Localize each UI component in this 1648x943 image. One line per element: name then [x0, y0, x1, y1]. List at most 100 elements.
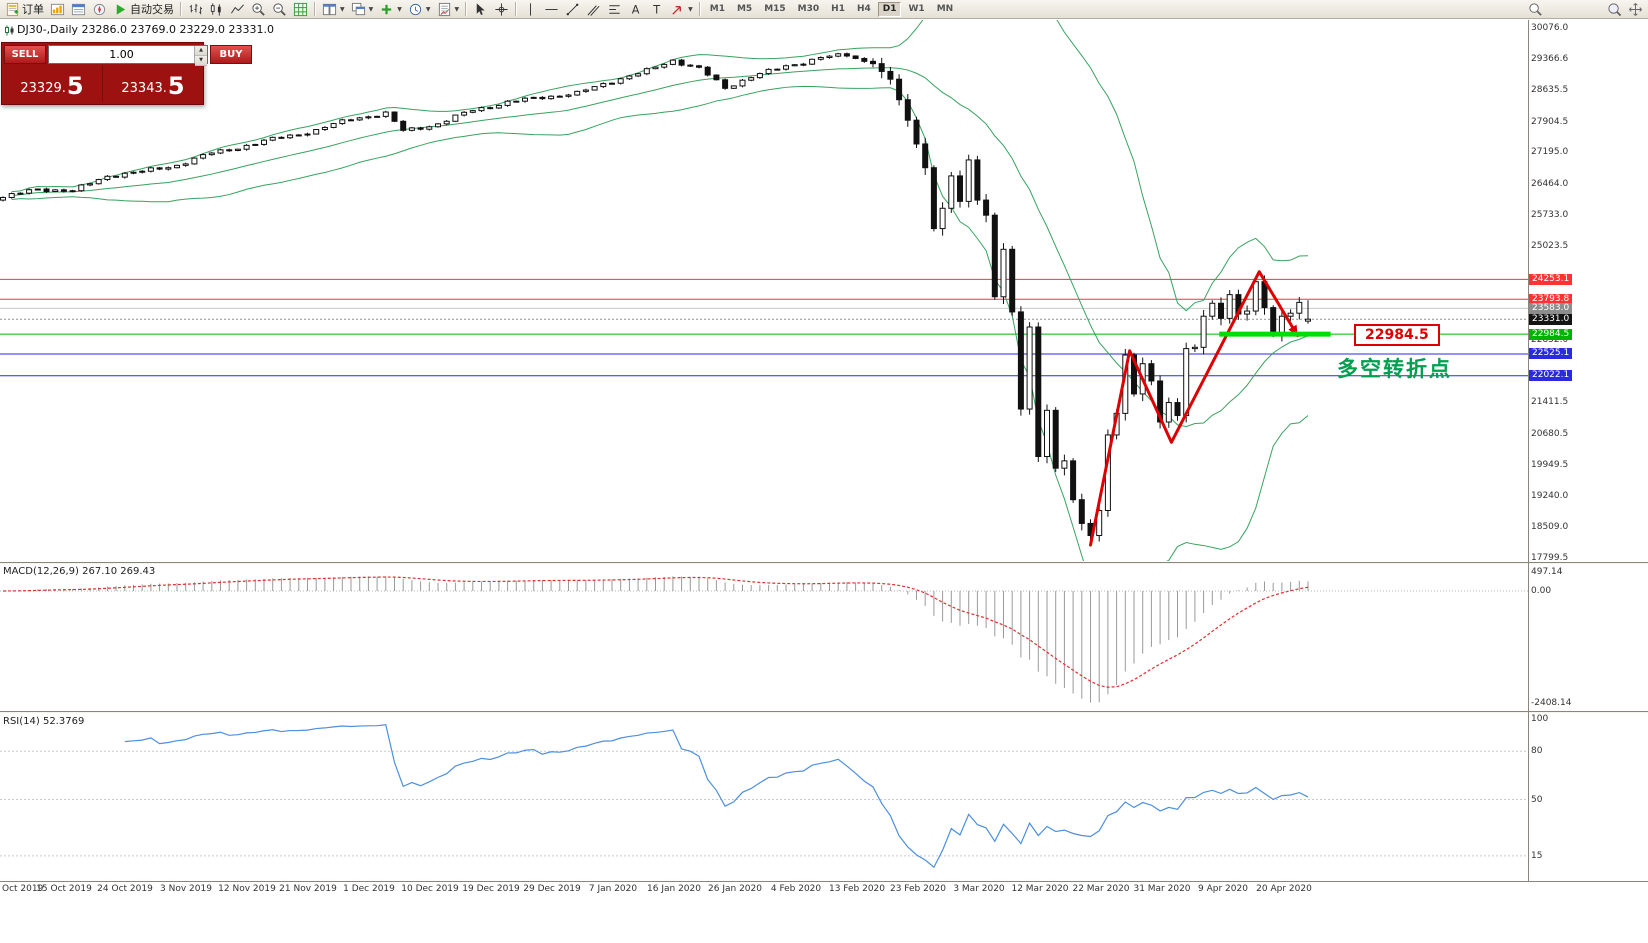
vertical-line-icon [530, 2, 532, 16]
market-watch-icon [71, 3, 86, 15]
template-button[interactable]: ▼ [434, 1, 463, 18]
main-toolbar: 订单 自动交易 ▼ ▼ ▼ ▼ ▼ A T ▼ M1 [0, 0, 1648, 19]
clock-icon [409, 3, 421, 15]
dropdown-caret-icon: ▼ [688, 5, 693, 13]
dropdown-caret-icon: ▼ [425, 5, 431, 13]
cascade-windows-icon [351, 2, 365, 15]
navigator-icon [93, 3, 106, 15]
rsi-indicator-label: RSI(14) 52.3769 [3, 716, 85, 727]
tile-windows-icon [322, 3, 337, 15]
dropdown-caret-icon: ▼ [454, 5, 460, 13]
new-order-button[interactable]: 订单 [2, 1, 47, 18]
navigator-button[interactable] [89, 1, 110, 18]
line-chart-mode-button[interactable] [227, 1, 248, 18]
zoom-in-icon [252, 2, 265, 16]
support-price-tag[interactable]: 22984.5 [1354, 324, 1440, 346]
bar-chart-mode-button[interactable] [185, 1, 206, 18]
horizontal-levels-layer[interactable] [0, 278, 1528, 377]
arrow-shape-icon [672, 5, 682, 15]
cascade-windows-button[interactable]: ▼ [348, 1, 377, 18]
dropdown-caret-icon: ▼ [340, 5, 345, 13]
cursor-tool-button[interactable] [470, 1, 491, 18]
sell-price-pip: 5 [66, 72, 84, 100]
period-button[interactable]: ▼ [405, 1, 434, 18]
search-button[interactable] [1525, 1, 1546, 18]
buy-button[interactable]: BUY [210, 45, 252, 64]
line-chart-icon [231, 3, 244, 14]
pan-button[interactable] [1625, 1, 1646, 18]
sell-price[interactable]: 23329. 5 [2, 65, 102, 102]
zoom-search-button[interactable] [1604, 1, 1625, 18]
svg-text:T: T [652, 3, 660, 16]
candlestick-icon [210, 2, 221, 16]
volume-up-button[interactable]: ▲ [195, 46, 207, 56]
new-chart-icon [50, 3, 65, 15]
sell-price-main: 23329. [20, 81, 66, 96]
vertical-line-tool-button[interactable] [520, 1, 541, 18]
zoom-out-button[interactable] [269, 1, 290, 18]
trendline-tool-button[interactable] [562, 1, 583, 18]
bollinger-bands-layer [11, 20, 1309, 561]
dropdown-caret-icon: ▼ [368, 5, 374, 13]
turning-point-annotation: 多空转折点 [1337, 357, 1452, 381]
toolbar-separator [515, 2, 518, 16]
trend-annotation-layer[interactable] [1089, 270, 1331, 547]
volume-down-button[interactable]: ▼ [195, 56, 207, 66]
timeframe-h4-button[interactable]: H4 [856, 4, 871, 14]
autotrading-label: 自动交易 [130, 2, 174, 16]
svg-text:A: A [632, 3, 640, 16]
timeframe-m30-button[interactable]: M30 [797, 4, 820, 14]
autotrading-button[interactable]: 自动交易 [110, 1, 177, 18]
rsi-layer [0, 724, 1528, 869]
dropdown-caret-icon: ▼ [397, 5, 402, 13]
volume-box: ▲ ▼ [48, 45, 208, 66]
buy-price[interactable]: 23343. 5 [102, 65, 203, 102]
macd-indicator-label: MACD(12,26,9) 267.10 269.43 [3, 566, 156, 577]
horizontal-line-icon [545, 8, 558, 10]
text-tool-button[interactable]: A [625, 1, 646, 18]
zoom-in-button[interactable] [248, 1, 269, 18]
pan-hand-icon [1629, 2, 1642, 16]
chart-symbol-icon [5, 25, 14, 36]
crosshair-tool-button[interactable] [491, 1, 512, 18]
add-indicator-button[interactable]: ▼ [376, 1, 405, 18]
label-tool-button[interactable]: T [646, 1, 667, 18]
new-order-icon [6, 2, 19, 16]
toolbar-separator [180, 2, 182, 16]
timeframe-h1-button[interactable]: H1 [831, 4, 845, 14]
timeframe-w1-button[interactable]: W1 [908, 4, 925, 14]
candlestick-mode-button[interactable] [206, 1, 227, 18]
label-icon: T [652, 3, 660, 16]
sell-button[interactable]: SELL [4, 45, 46, 64]
tile-windows-button[interactable]: ▼ [319, 1, 348, 18]
new-order-label: 订单 [22, 2, 44, 16]
channel-tool-button[interactable] [583, 1, 604, 18]
new-chart-button[interactable] [47, 1, 68, 18]
grid-toggle-button[interactable] [290, 1, 311, 18]
buy-price-pip: 5 [167, 72, 185, 100]
timeframe-m15-button[interactable]: M15 [764, 4, 786, 14]
timeframe-m1-button[interactable]: M1 [709, 4, 725, 14]
candles-layer [0, 52, 1311, 542]
one-click-trading-panel: SELL ▲ ▼ BUY 23329. 5 23343. 5 [1, 42, 252, 105]
horizontal-line-tool-button[interactable] [541, 1, 562, 18]
cursor-icon [476, 2, 485, 15]
buy-price-main: 23343. [121, 81, 167, 96]
template-icon [438, 2, 450, 16]
chart-title: DJ30-,Daily 23286.0 23769.0 23229.0 2333… [17, 23, 274, 36]
trendline-icon [566, 3, 579, 15]
zoom-out-icon [273, 2, 286, 16]
timeframe-m5-button[interactable]: M5 [736, 4, 753, 14]
volume-input[interactable] [49, 46, 194, 63]
fibonacci-tool-button[interactable] [604, 1, 625, 18]
ohlc-bars-icon [189, 3, 203, 14]
timeframe-mn-button[interactable]: MN [936, 4, 954, 14]
text-icon: A [632, 3, 640, 16]
arrows-tool-button[interactable]: ▼ [667, 1, 696, 18]
timeframe-d1-button[interactable]: D1 [877, 1, 902, 17]
toolbar-separator [465, 2, 468, 16]
crosshair-icon [495, 2, 508, 16]
market-watch-button[interactable] [68, 1, 89, 18]
